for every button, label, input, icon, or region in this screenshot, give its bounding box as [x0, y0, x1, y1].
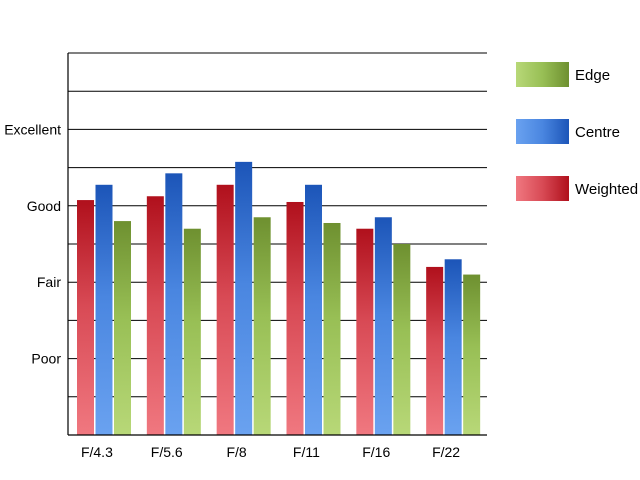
bar-weighted-f-22: [426, 266, 444, 435]
bar-edge-f-5-6: [183, 228, 201, 435]
bar-edge-f-4-3: [114, 221, 131, 435]
bar-centre-f-5-6: [165, 173, 183, 435]
legend-swatch-weighted: [516, 176, 569, 201]
x-tick-labels: F/4.3 F/5.6 F/8 F/11 F/16 F/22: [81, 444, 460, 460]
bar-weighted-f-4-3: [77, 200, 94, 435]
bar-edge-f-8: [253, 217, 271, 435]
y-tick-label-good: Good: [27, 198, 61, 214]
x-tick-label-f-22: F/22: [432, 444, 460, 460]
bar-edge-f-11: [323, 222, 341, 435]
y-tick-labels: Poor Fair Good Excellent: [4, 121, 61, 366]
x-tick-label-f-5-6: F/5.6: [151, 444, 183, 460]
legend-swatch-centre: [516, 119, 569, 144]
x-tick-label-f-8: F/8: [226, 444, 246, 460]
bar-edge-f-16: [393, 244, 411, 435]
bar-centre-f-8: [235, 161, 253, 435]
bar-centre-f-22: [444, 259, 462, 435]
x-tick-label-f-11: F/11: [293, 444, 320, 460]
bars: [77, 161, 481, 435]
bar-weighted-f-8: [216, 184, 234, 435]
legend-swatch-edge: [516, 62, 569, 87]
x-tick-label-f-16: F/16: [362, 444, 390, 460]
bar-edge-f-22: [463, 274, 481, 435]
bar-centre-f-16: [374, 217, 392, 435]
legend: Edge Centre Weighted: [516, 62, 638, 201]
legend-label-edge: Edge: [575, 67, 610, 84]
y-tick-label-poor: Poor: [31, 351, 61, 367]
y-tick-label-excellent: Excellent: [4, 121, 61, 137]
bar-weighted-f-5-6: [146, 196, 164, 435]
bar-centre-f-11: [305, 184, 322, 435]
legend-label-centre: Centre: [575, 124, 620, 141]
legend-label-weighted: Weighted: [575, 181, 638, 198]
bar-centre-f-4-3: [95, 184, 113, 435]
bar-weighted-f-16: [356, 228, 374, 435]
axes: [67, 52, 487, 436]
bar-weighted-f-11: [286, 201, 304, 435]
x-tick-label-f-4-3: F/4.3: [81, 444, 113, 460]
y-tick-label-fair: Fair: [37, 274, 61, 290]
